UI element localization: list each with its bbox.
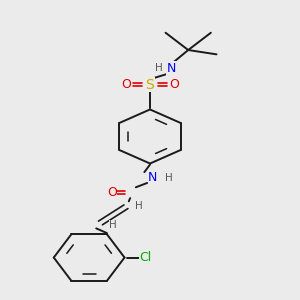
Text: H: H [135, 201, 142, 211]
Text: O: O [169, 78, 179, 91]
Text: O: O [107, 186, 117, 199]
Text: Cl: Cl [140, 251, 152, 264]
Text: H: H [154, 63, 162, 74]
Text: N: N [148, 171, 158, 184]
Text: O: O [121, 78, 131, 91]
Text: N: N [167, 62, 176, 75]
Text: H: H [109, 220, 117, 230]
Text: S: S [146, 78, 154, 92]
Text: H: H [164, 172, 172, 183]
